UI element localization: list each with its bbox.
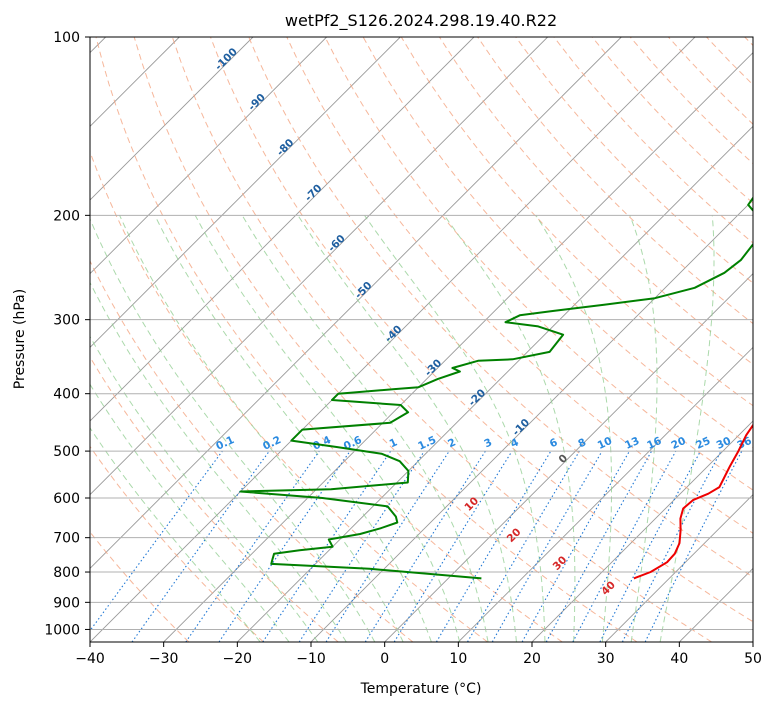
mixing-ratio-label: 16 — [645, 435, 663, 452]
x-tick-label: −20 — [223, 651, 253, 667]
mixing-ratio-line — [545, 450, 653, 642]
x-tick-label: −30 — [149, 651, 179, 667]
isotherm-line — [531, 420, 753, 642]
mixing-ratio-label: 3 — [482, 436, 494, 450]
mixing-ratio-label: 13 — [623, 435, 641, 452]
x-tick-label: 0 — [380, 651, 389, 667]
moist-adiabat-line — [194, 215, 461, 642]
mixing-ratio-line — [393, 450, 513, 642]
x-tick-label: −10 — [296, 651, 326, 667]
mixing-ratio-label: 2 — [446, 436, 458, 450]
moist-adiabat-line — [90, 335, 319, 642]
mixing-ratio-line — [262, 450, 392, 642]
mixing-ratio-line — [218, 450, 351, 642]
dry-adiabat-line — [90, 259, 414, 642]
y-tick-label: 300 — [53, 313, 80, 329]
x-tick-label: 30 — [597, 651, 615, 667]
y-axis: 100 200 300 400 500 600 700 800 900 1000 — [44, 30, 90, 638]
dry-adiabat-line — [286, 37, 753, 534]
isotherm-line — [90, 37, 622, 569]
dry-adiabat-line — [248, 37, 753, 578]
moist-adiabat-line — [90, 281, 347, 642]
isotherm-line — [90, 37, 254, 201]
plot-area — [90, 37, 753, 642]
mixing-ratio-line — [644, 450, 743, 642]
chart-title: wetPf2_S126.2024.298.19.40.R22 — [285, 11, 557, 31]
dewpoint-profile-line — [239, 196, 753, 580]
mixing-ratio-line — [521, 450, 630, 642]
dry-adiabat-line — [210, 37, 753, 623]
moist-adiabat-line — [535, 215, 612, 642]
mixing-ratio-line — [298, 450, 425, 642]
x-tick-label: 40 — [670, 651, 688, 667]
mixing-ratio-line — [185, 450, 320, 642]
mixing-ratio-label: 1 — [388, 436, 400, 450]
isotherm-line — [90, 37, 696, 642]
moist-adiabat-line — [241, 215, 489, 642]
moist-adiabat-line — [154, 215, 432, 642]
y-tick-label: 1000 — [44, 622, 80, 638]
y-tick-label: 700 — [53, 531, 80, 547]
isotherm-line — [163, 52, 753, 642]
moist-adiabat-line — [364, 215, 546, 642]
x-axis-label: Temperature (°C) — [360, 681, 482, 697]
isotherm-line — [90, 37, 475, 422]
dry-adiabat-line — [515, 37, 753, 284]
y-tick-label: 500 — [53, 444, 80, 460]
y-tick-label: 400 — [53, 387, 80, 403]
mixing-ratio-label: 30 — [715, 435, 733, 452]
mixing-ratio-label: 4 — [509, 436, 521, 450]
mixing-ratio-line — [90, 450, 223, 632]
profiles — [239, 196, 753, 580]
y-tick-label: 600 — [53, 491, 80, 507]
x-axis: −40 −30 −20 −10 0 10 20 30 40 50 — [75, 642, 762, 667]
y-tick-label: 900 — [53, 595, 80, 611]
plot-border — [89, 36, 754, 643]
moist-adiabat-line — [90, 217, 376, 642]
moist-adiabat-line — [90, 427, 261, 642]
dry-adiabat-line — [171, 37, 712, 642]
dry-adiabat-line — [90, 356, 339, 642]
mixing-ratio-label: 25 — [694, 435, 712, 452]
moist-adiabat-line — [659, 215, 715, 642]
plot-background — [90, 37, 753, 642]
mixing-ratio-line — [325, 450, 450, 642]
x-tick-label: 20 — [523, 651, 541, 667]
isotherm-line — [90, 37, 327, 275]
mixing-ratio-label: 8 — [576, 436, 588, 450]
isotherm-line — [237, 125, 753, 642]
mixing-ratio-label: 6 — [548, 436, 560, 450]
temperature-profile-line — [633, 423, 753, 580]
moist-adiabat-line — [443, 215, 576, 642]
mixing-ratio-line — [131, 450, 270, 642]
isotherm-line — [752, 641, 753, 642]
moist-adiabat-line — [629, 215, 658, 642]
y-axis-label: Pressure (hPa) — [12, 289, 28, 389]
x-tick-label: 50 — [744, 651, 762, 667]
dry-adiabat-line — [90, 445, 264, 642]
isotherm-line — [90, 37, 548, 496]
moist-adiabat-line — [119, 215, 404, 642]
y-tick-label: 100 — [53, 30, 80, 46]
dry-adiabat-line — [324, 37, 753, 491]
mixing-ratio-label: 20 — [669, 435, 687, 452]
dry-adiabat-line — [95, 37, 563, 642]
isotherm-line — [605, 494, 753, 642]
y-tick-label: 200 — [53, 208, 80, 224]
mixing-ratio-line — [572, 450, 677, 642]
isotherm-line — [458, 346, 753, 642]
x-tick-label: 10 — [449, 651, 467, 667]
background-lines — [90, 37, 753, 642]
y-tick-label: 800 — [53, 565, 80, 581]
isotherm-line — [384, 273, 753, 642]
isotherm-line — [90, 37, 401, 348]
plot-frame — [89, 36, 754, 643]
x-tick-label: −40 — [75, 651, 105, 667]
mixing-ratio-label: 10 — [596, 435, 614, 452]
